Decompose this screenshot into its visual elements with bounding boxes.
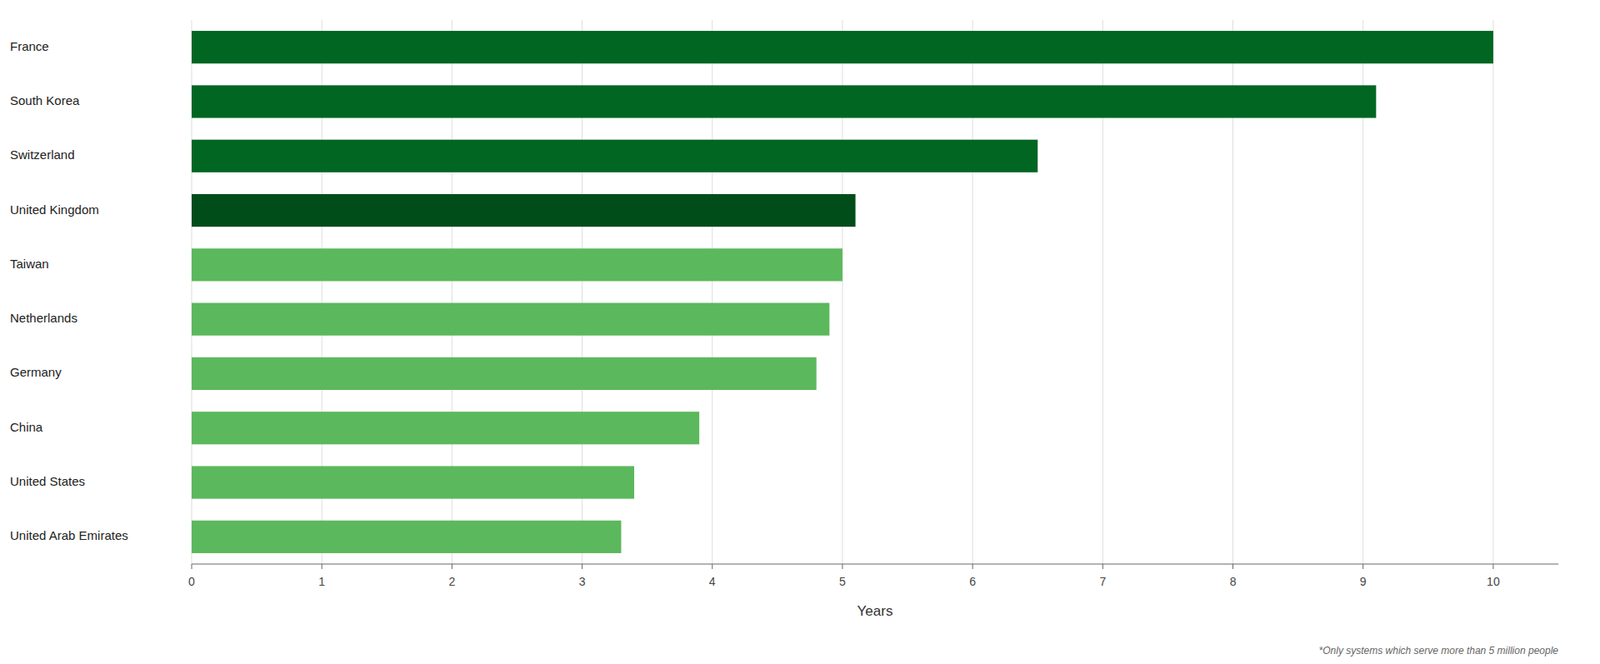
grid-line xyxy=(1492,20,1494,565)
category-label: Switzerland xyxy=(10,147,75,162)
tick-mark xyxy=(972,564,974,570)
bar xyxy=(191,465,635,499)
category-label: China xyxy=(10,420,44,435)
tick-label: 2 xyxy=(448,575,455,589)
category-label: Germany xyxy=(10,365,62,380)
tick-label: 7 xyxy=(1099,575,1106,589)
tick-label: 6 xyxy=(969,575,976,589)
bar xyxy=(191,140,1038,173)
category-label: France xyxy=(10,39,50,54)
tick-label: 9 xyxy=(1360,575,1367,589)
tick-mark xyxy=(581,564,583,570)
tick-label: 5 xyxy=(839,575,846,589)
tick-mark xyxy=(1232,564,1234,570)
tick-label: 3 xyxy=(579,575,586,589)
category-label: South Korea xyxy=(10,93,80,108)
tick-mark xyxy=(711,564,713,570)
tick-mark xyxy=(1362,564,1364,570)
bar xyxy=(191,520,621,554)
tick-mark xyxy=(841,564,843,570)
category-label: Netherlands xyxy=(10,310,78,325)
bar xyxy=(191,303,830,336)
bar xyxy=(191,248,843,281)
tick-mark xyxy=(191,564,193,570)
tick-label: 4 xyxy=(709,575,716,589)
footnote: *Only systems which serve more than 5 mi… xyxy=(1319,645,1560,657)
category-label: United Arab Emirates xyxy=(10,528,129,543)
tick-label: 10 xyxy=(1486,575,1500,589)
category-label: United Kingdom xyxy=(10,202,100,217)
category-label: Taiwan xyxy=(10,256,50,271)
bar xyxy=(191,85,1376,118)
x-axis-line xyxy=(191,564,1559,565)
tick-mark xyxy=(321,564,323,570)
bar xyxy=(191,194,856,227)
category-label: United States xyxy=(10,474,85,489)
tick-label: 8 xyxy=(1230,575,1237,589)
x-axis-label: Years xyxy=(857,603,894,620)
bar xyxy=(191,357,817,390)
bars xyxy=(191,30,1494,554)
tick-mark xyxy=(1492,564,1494,570)
bar xyxy=(191,30,1494,64)
bar xyxy=(191,411,700,445)
tick-label: 1 xyxy=(318,575,325,589)
tick-mark xyxy=(451,564,453,570)
chart: 0 1 2 3 4 5 6 7 8 9 10 France South Korea Switzerland… xyxy=(0,0,1600,664)
grid xyxy=(191,20,1494,565)
tick-mark xyxy=(1102,564,1104,570)
tick-label: 0 xyxy=(188,575,195,589)
